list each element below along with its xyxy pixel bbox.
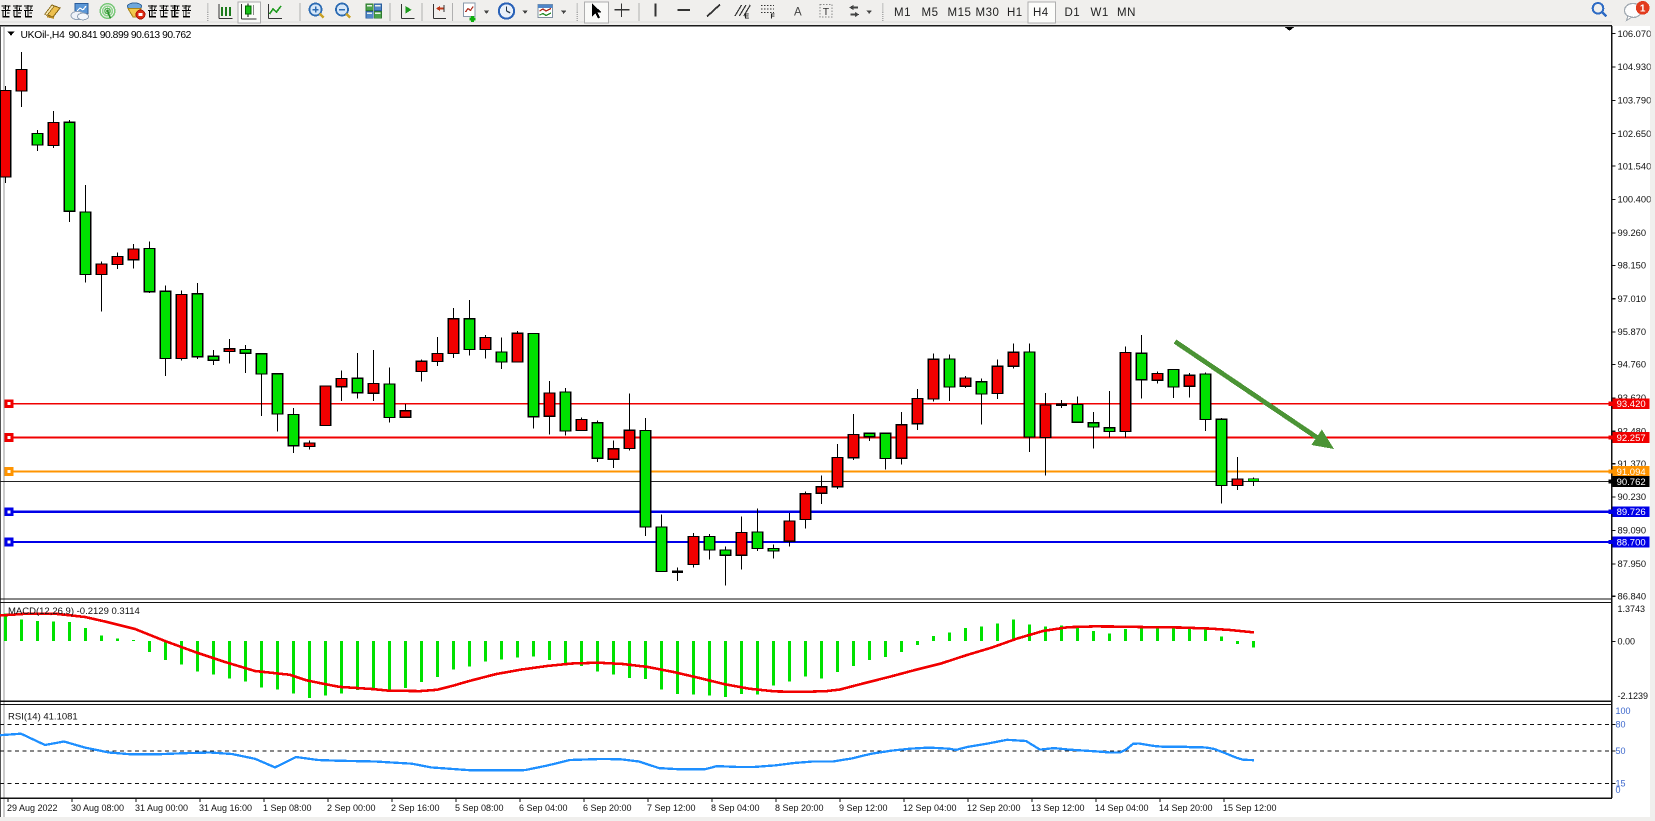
svg-text:50: 50 — [1616, 746, 1626, 756]
svg-text:12 Sep 20:00: 12 Sep 20:00 — [967, 803, 1021, 813]
svg-text:30 Aug 08:00: 30 Aug 08:00 — [71, 803, 124, 813]
svg-text:15 Sep 12:00: 15 Sep 12:00 — [1223, 803, 1277, 813]
svg-text:31 Aug 16:00: 31 Aug 16:00 — [199, 803, 252, 813]
svg-text:97.010: 97.010 — [1618, 294, 1647, 304]
svg-text:T: T — [823, 6, 830, 18]
svg-text:8 Sep 04:00: 8 Sep 04:00 — [711, 803, 760, 813]
svg-text:12 Sep 04:00: 12 Sep 04:00 — [903, 803, 957, 813]
svg-text:14 Sep 20:00: 14 Sep 20:00 — [1159, 803, 1213, 813]
svg-text:94.760: 94.760 — [1618, 360, 1647, 370]
svg-text:90.230: 90.230 — [1618, 492, 1647, 502]
svg-text:13 Sep 12:00: 13 Sep 12:00 — [1031, 803, 1085, 813]
svg-text:99.260: 99.260 — [1618, 228, 1647, 238]
svg-text:0: 0 — [1616, 785, 1621, 795]
svg-text:89.090: 89.090 — [1618, 526, 1647, 536]
svg-text:90.841 90.899 90.613 90.762: 90.841 90.899 90.613 90.762 — [69, 30, 192, 41]
svg-text:M1: M1 — [894, 7, 911, 19]
svg-text:2 Sep 16:00: 2 Sep 16:00 — [391, 803, 440, 813]
svg-text:7 Sep 12:00: 7 Sep 12:00 — [647, 803, 696, 813]
svg-text:1 Sep 08:00: 1 Sep 08:00 — [263, 803, 312, 813]
svg-text:H1: H1 — [1007, 7, 1023, 19]
svg-text:103.790: 103.790 — [1618, 96, 1652, 106]
svg-text:1: 1 — [1640, 3, 1646, 14]
svg-text:RSI(14) 41.1081: RSI(14) 41.1081 — [8, 711, 78, 722]
svg-text:31 Aug 00:00: 31 Aug 00:00 — [135, 803, 188, 813]
svg-text:80: 80 — [1616, 720, 1626, 730]
svg-text:90.762: 90.762 — [1617, 477, 1646, 488]
svg-text:14 Sep 04:00: 14 Sep 04:00 — [1095, 803, 1149, 813]
svg-text:5 Sep 08:00: 5 Sep 08:00 — [455, 803, 504, 813]
svg-text:92.480: 92.480 — [1618, 426, 1647, 436]
svg-text:9 Sep 12:00: 9 Sep 12:00 — [839, 803, 888, 813]
svg-text:29 Aug 2022: 29 Aug 2022 — [7, 803, 58, 813]
svg-text:M15: M15 — [948, 7, 972, 19]
svg-text:88.700: 88.700 — [1617, 537, 1646, 548]
svg-text:87.950: 87.950 — [1618, 559, 1647, 569]
svg-text:91.094: 91.094 — [1617, 467, 1646, 478]
svg-text:106.070: 106.070 — [1618, 29, 1652, 39]
svg-text:H4: H4 — [1033, 7, 1049, 19]
svg-text:A: A — [794, 7, 802, 19]
svg-text:91.370: 91.370 — [1618, 459, 1647, 469]
svg-text:100.400: 100.400 — [1618, 195, 1652, 205]
svg-text:98.150: 98.150 — [1618, 261, 1647, 271]
svg-text:E: E — [745, 14, 750, 21]
svg-text:101.540: 101.540 — [1618, 161, 1652, 171]
svg-text:F: F — [771, 14, 776, 21]
svg-text:100: 100 — [1616, 706, 1631, 716]
svg-text:2 Sep 00:00: 2 Sep 00:00 — [327, 803, 376, 813]
svg-text:MN: MN — [1117, 7, 1136, 19]
svg-text:6 Sep 20:00: 6 Sep 20:00 — [583, 803, 632, 813]
svg-text:93.420: 93.420 — [1617, 399, 1646, 410]
svg-text:92.257: 92.257 — [1617, 433, 1646, 444]
svg-text:D1: D1 — [1065, 7, 1081, 19]
svg-text:15: 15 — [1616, 779, 1626, 789]
svg-text:M30: M30 — [976, 7, 1000, 19]
svg-text:W1: W1 — [1091, 7, 1109, 19]
svg-text:93.620: 93.620 — [1618, 393, 1647, 403]
svg-text:6 Sep 04:00: 6 Sep 04:00 — [519, 803, 568, 813]
svg-text:102.650: 102.650 — [1618, 129, 1652, 139]
svg-text:MACD(12,26,9) -0.2129 0.3114: MACD(12,26,9) -0.2129 0.3114 — [8, 606, 140, 617]
svg-text:89.726: 89.726 — [1617, 507, 1646, 518]
svg-text:-2.1239: -2.1239 — [1618, 691, 1649, 701]
svg-text:1.3743: 1.3743 — [1618, 604, 1646, 614]
svg-text:0.00: 0.00 — [1618, 637, 1636, 647]
svg-text:8 Sep 20:00: 8 Sep 20:00 — [775, 803, 824, 813]
svg-text:95.870: 95.870 — [1618, 327, 1647, 337]
svg-text:104.930: 104.930 — [1618, 62, 1652, 72]
svg-text:86.840: 86.840 — [1618, 591, 1647, 601]
svg-text:UKOil-,H4: UKOil-,H4 — [21, 30, 66, 41]
svg-text:M5: M5 — [922, 7, 939, 19]
